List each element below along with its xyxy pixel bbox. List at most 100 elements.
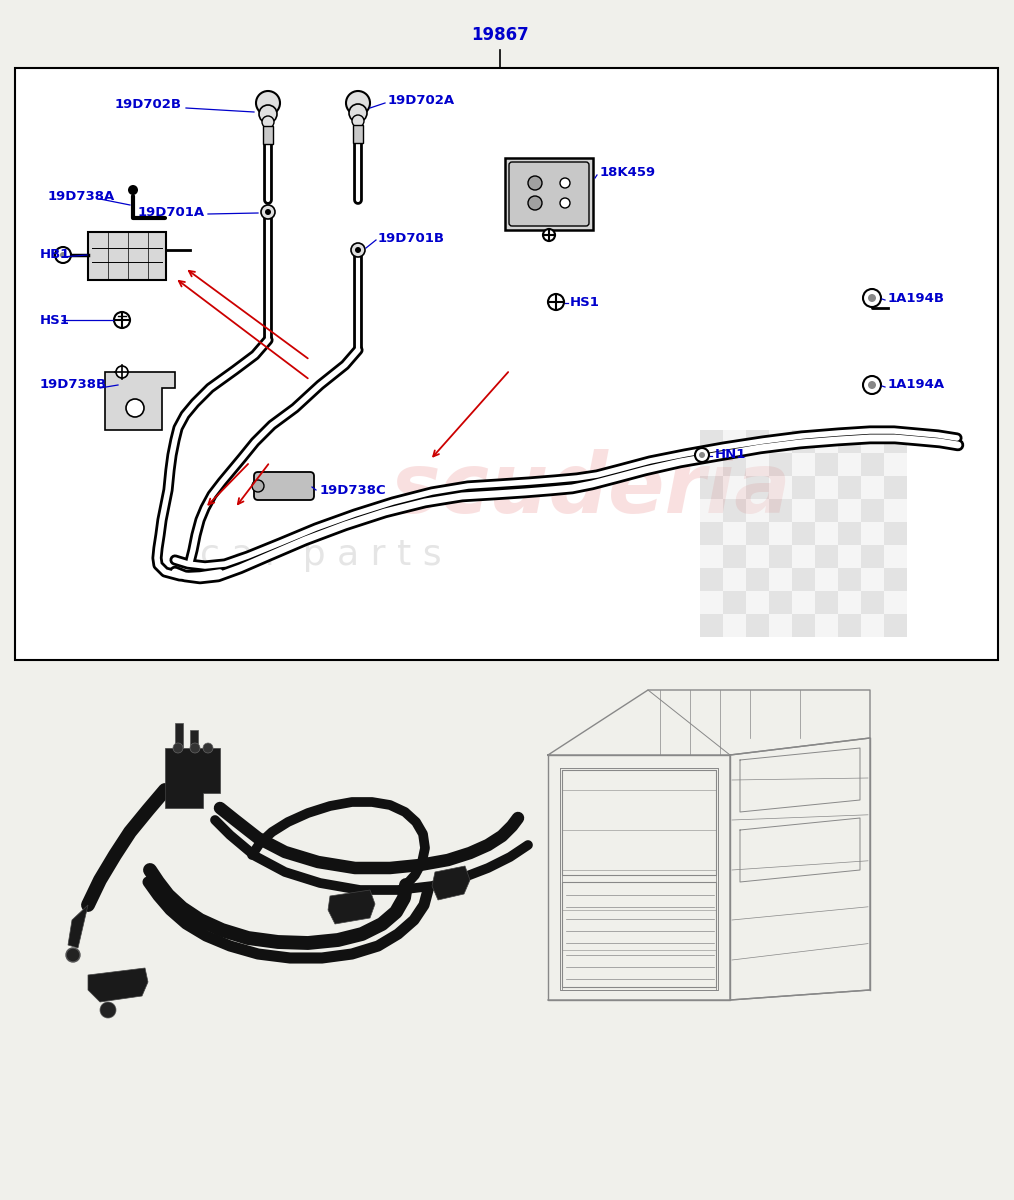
Circle shape (355, 247, 361, 253)
Polygon shape (88, 968, 148, 1002)
Bar (884, 590, 907, 614)
Bar (792, 545, 815, 568)
Bar (562, 770, 716, 990)
Bar (746, 452, 769, 476)
Bar (861, 452, 884, 476)
Circle shape (560, 178, 570, 188)
Bar (861, 522, 884, 545)
Circle shape (100, 1002, 116, 1018)
Bar (884, 614, 907, 637)
Circle shape (349, 104, 367, 122)
Text: 19D702B: 19D702B (115, 98, 182, 112)
Bar (884, 430, 907, 452)
Text: scuderia: scuderia (390, 450, 791, 530)
Bar (769, 499, 792, 522)
Circle shape (252, 480, 264, 492)
Bar (562, 770, 716, 875)
Bar (884, 452, 907, 476)
Bar (861, 430, 884, 452)
Text: 19D701A: 19D701A (138, 205, 205, 218)
Text: HB1: HB1 (40, 248, 70, 262)
Bar (769, 614, 792, 637)
Bar (175, 722, 183, 748)
Bar (838, 430, 861, 452)
Bar (769, 430, 792, 452)
Circle shape (256, 91, 280, 115)
Bar (838, 590, 861, 614)
Text: 1A194A: 1A194A (888, 378, 945, 391)
Circle shape (66, 948, 80, 962)
Bar (88, 232, 166, 280)
Circle shape (261, 205, 275, 218)
Bar (884, 476, 907, 499)
Circle shape (346, 91, 370, 115)
Circle shape (190, 743, 200, 754)
Text: HS1: HS1 (40, 313, 70, 326)
Bar (815, 522, 838, 545)
Bar (769, 452, 792, 476)
Bar (700, 476, 723, 499)
Bar (746, 590, 769, 614)
Bar (792, 499, 815, 522)
Circle shape (528, 176, 542, 190)
Polygon shape (328, 890, 375, 924)
Bar (190, 730, 198, 748)
Circle shape (265, 209, 271, 215)
Text: 1A194B: 1A194B (888, 292, 945, 305)
Bar (861, 614, 884, 637)
Bar (746, 545, 769, 568)
Bar (861, 568, 884, 590)
Bar (723, 614, 746, 637)
Bar (700, 452, 723, 476)
Bar (815, 476, 838, 499)
Bar (723, 430, 746, 452)
Bar (746, 614, 769, 637)
Bar (838, 568, 861, 590)
Circle shape (114, 312, 130, 328)
Bar (815, 545, 838, 568)
Bar (769, 476, 792, 499)
Bar (884, 568, 907, 590)
Text: HS1: HS1 (570, 295, 600, 308)
Bar (746, 568, 769, 590)
Circle shape (699, 452, 705, 458)
Polygon shape (105, 372, 175, 430)
Bar (700, 590, 723, 614)
Text: 19867: 19867 (472, 26, 529, 44)
Bar (815, 499, 838, 522)
Bar (562, 882, 716, 986)
Bar (861, 476, 884, 499)
Bar (792, 522, 815, 545)
Bar (769, 590, 792, 614)
Circle shape (126, 398, 144, 416)
Circle shape (351, 242, 365, 257)
Text: HN1: HN1 (715, 449, 746, 462)
Bar (700, 545, 723, 568)
Bar (792, 452, 815, 476)
Bar (769, 522, 792, 545)
Bar (723, 476, 746, 499)
Circle shape (55, 247, 71, 263)
Circle shape (173, 743, 183, 754)
Polygon shape (165, 748, 220, 808)
Bar (815, 568, 838, 590)
Bar (505, 158, 593, 230)
Bar (815, 614, 838, 637)
Bar (838, 499, 861, 522)
FancyBboxPatch shape (254, 472, 314, 500)
Bar (769, 545, 792, 568)
Bar (861, 499, 884, 522)
Bar (815, 590, 838, 614)
Bar (700, 522, 723, 545)
Circle shape (548, 294, 564, 310)
Circle shape (863, 376, 881, 394)
Bar (838, 545, 861, 568)
Bar (746, 430, 769, 452)
FancyBboxPatch shape (509, 162, 589, 226)
Bar (838, 614, 861, 637)
Bar (723, 568, 746, 590)
Bar (884, 545, 907, 568)
Circle shape (868, 382, 876, 389)
Bar (746, 522, 769, 545)
Bar (792, 614, 815, 637)
